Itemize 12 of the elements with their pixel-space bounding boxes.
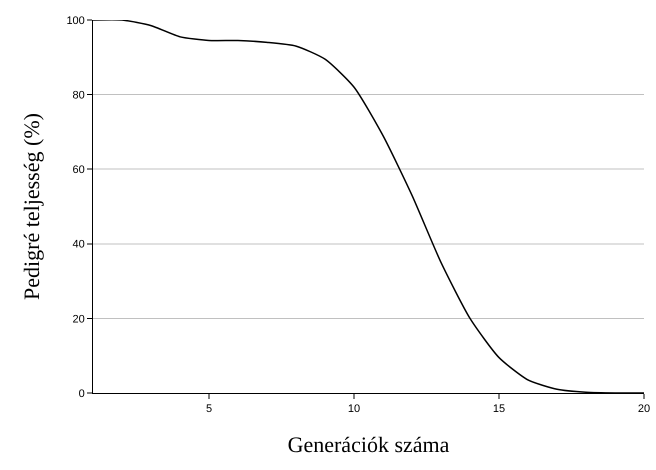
x-tick-label: 20 [638, 403, 650, 416]
y-tick-label: 20 [72, 313, 85, 326]
y-tick-label: 100 [66, 14, 85, 27]
y-axis-title: Pedigré teljesség (%) [19, 113, 44, 300]
y-tick-label: 0 [78, 388, 85, 400]
x-axis-title: Generációk száma [288, 432, 450, 458]
y-tick-label: 40 [72, 238, 85, 251]
y-tick-label: 60 [72, 164, 85, 176]
x-tick-label: 5 [206, 403, 212, 416]
x-tick-label: 10 [348, 403, 360, 416]
x-tick-label: 15 [492, 403, 506, 416]
y-tick-label: 80 [72, 89, 85, 102]
